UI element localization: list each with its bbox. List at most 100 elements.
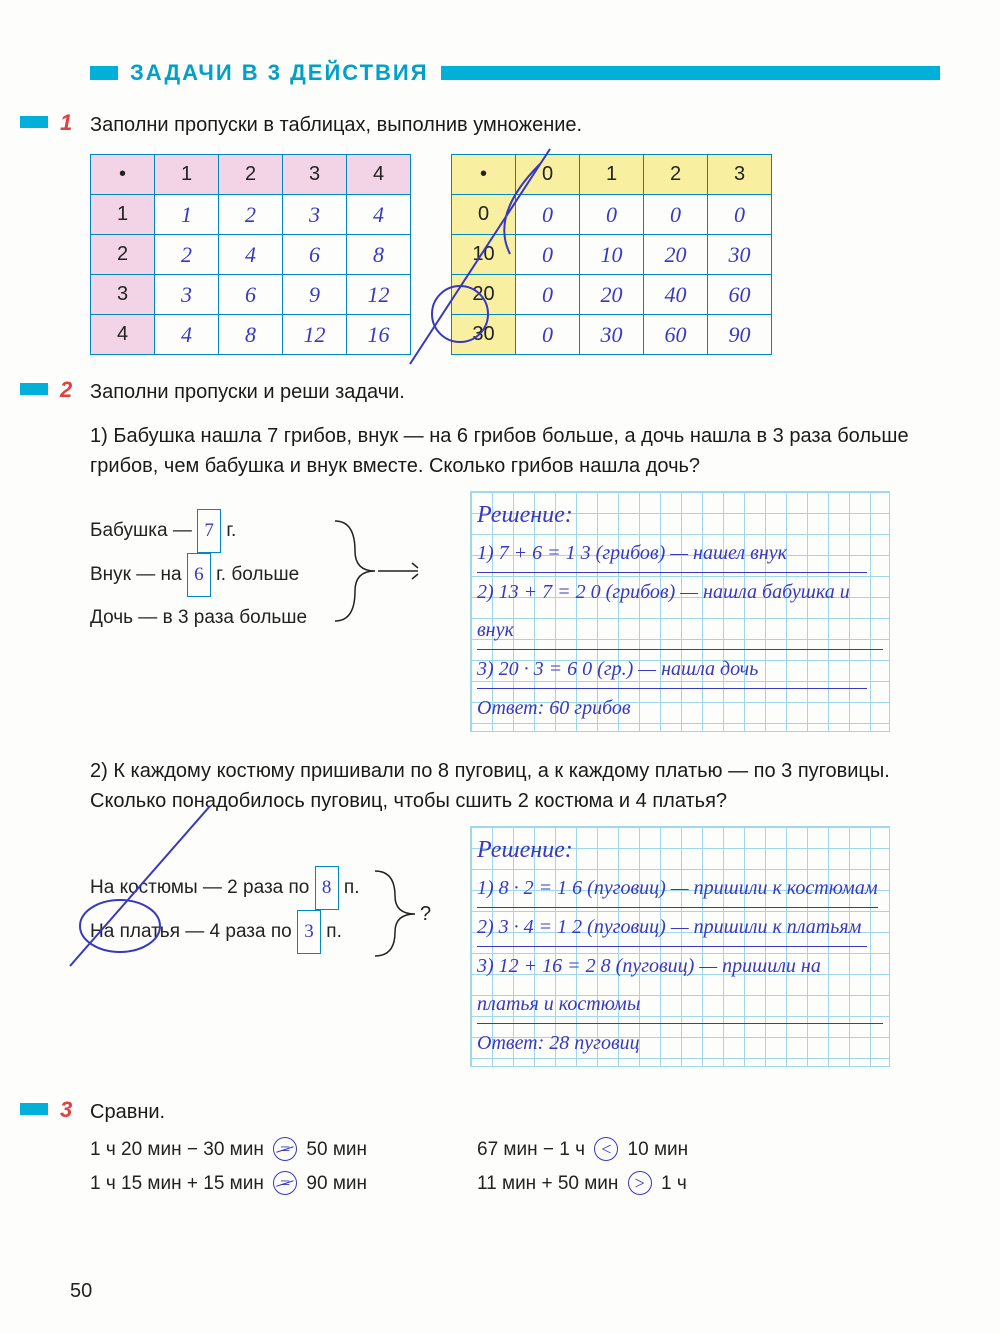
cell: • <box>452 155 516 195</box>
tables-row: • 1 2 3 4 1 1 2 3 4 2 2 4 6 8 3 3 <box>90 154 940 355</box>
task-1: 1 Заполни пропуски в таблицах, выполнив … <box>90 110 940 355</box>
cell: 9 <box>283 275 347 315</box>
cell: 8 <box>219 315 283 355</box>
label: На костюмы — 2 раза по <box>90 877 315 898</box>
question-mark: ? <box>420 903 431 925</box>
task-2: 2 Заполни пропуски и реши задачи. 1) Баб… <box>90 377 940 1067</box>
compare-sign: > <box>628 1171 652 1195</box>
task-text: Заполни пропуски и реши задачи. <box>90 377 940 407</box>
expr-left: 1 ч 20 мин − 30 мин <box>90 1139 264 1160</box>
cell: 4 <box>91 315 155 355</box>
subtask-2-1: 1) Бабушка нашла 7 грибов, внук — на 6 г… <box>90 421 940 732</box>
label: п. <box>344 877 360 898</box>
compare-row: 1 ч 20 мин − 30 мин = 50 мин <box>90 1137 367 1161</box>
multiplication-table-2: • 0 1 2 3 0 0 0 0 0 10 0 10 20 30 20 <box>451 154 772 355</box>
cell: 0 <box>516 315 580 355</box>
expr-left: 11 мин + 50 мин <box>477 1173 618 1194</box>
task-text: Заполни пропуски в таблицах, выполнив ум… <box>90 110 940 140</box>
section-title: ЗАДАЧИ В 3 ДЕЙСТВИЯ <box>130 60 429 86</box>
bracket-icon: ? <box>370 866 440 966</box>
cell: 0 <box>644 195 708 235</box>
bracket-icon <box>330 511 440 641</box>
solution-line: 3) 20 · 3 = 6 0 (гр.) — нашла дочь <box>477 650 867 689</box>
cell: 1 <box>580 155 644 195</box>
cell: 1 <box>155 155 219 195</box>
fill-box: 8 <box>315 866 339 910</box>
expr-right: 1 ч <box>661 1173 687 1194</box>
cell: 0 <box>708 195 772 235</box>
compare-block: 1 ч 20 мин − 30 мин = 50 мин 1 ч 15 мин … <box>90 1137 940 1205</box>
compare-row: 11 мин + 50 мин > 1 ч <box>477 1171 688 1195</box>
cell: 40 <box>644 275 708 315</box>
expr-right: 50 мин <box>306 1139 367 1160</box>
compare-row: 1 ч 15 мин + 15 мин = 90 мин <box>90 1171 367 1195</box>
solution-line: 1) 7 + 6 = 1 3 (грибов) — нашел внук <box>477 534 867 573</box>
cell: 2 <box>219 155 283 195</box>
label: п. <box>326 921 342 942</box>
problem-text: 1) Бабушка нашла 7 грибов, внук — на 6 г… <box>90 421 940 481</box>
header-bar-right <box>441 66 940 80</box>
cell: 30 <box>708 235 772 275</box>
cell: 1 <box>91 195 155 235</box>
solution-line: 2) 3 · 4 = 1 2 (пуговиц) — пришили к пла… <box>477 908 867 947</box>
solution-grid-2: Решение: 1) 8 · 2 = 1 6 (пуговиц) — приш… <box>470 826 890 1067</box>
cell: 90 <box>708 315 772 355</box>
cell: 8 <box>347 235 411 275</box>
task-number: 3 <box>60 1097 72 1123</box>
compare-right-col: 67 мин − 1 ч < 10 мин 11 мин + 50 мин > … <box>477 1137 688 1205</box>
cell: 6 <box>219 275 283 315</box>
cell: 10 <box>580 235 644 275</box>
compare-left-col: 1 ч 20 мин − 30 мин = 50 мин 1 ч 15 мин … <box>90 1137 367 1205</box>
solution-title: Решение: <box>477 831 883 869</box>
solution-line: 1) 8 · 2 = 1 6 (пуговиц) — пришили к кос… <box>477 869 878 908</box>
cell: 0 <box>452 195 516 235</box>
compare-sign: = <box>273 1171 297 1195</box>
expr-left: 67 мин − 1 ч <box>477 1139 585 1160</box>
cell: 0 <box>580 195 644 235</box>
cell: 4 <box>155 315 219 355</box>
solution-line: 2) 13 + 7 = 2 0 (грибов) — нашла бабушка… <box>477 573 883 650</box>
fill-box: 6 <box>187 553 211 597</box>
cell: 60 <box>708 275 772 315</box>
header-bar-left <box>90 66 118 80</box>
compare-sign: = <box>273 1137 297 1161</box>
label: Внук — на <box>90 564 187 585</box>
cell: 16 <box>347 315 411 355</box>
task-number: 2 <box>60 377 72 403</box>
cell: 2 <box>644 155 708 195</box>
cell: 10 <box>452 235 516 275</box>
cell: 1 <box>155 195 219 235</box>
cell: 2 <box>91 235 155 275</box>
cell: 4 <box>347 195 411 235</box>
section-header: ЗАДАЧИ В 3 ДЕЙСТВИЯ <box>90 60 940 86</box>
page-number: 50 <box>70 1280 92 1303</box>
cell: 60 <box>644 315 708 355</box>
compare-row: 67 мин − 1 ч < 10 мин <box>477 1137 688 1161</box>
cell: • <box>91 155 155 195</box>
cell: 12 <box>283 315 347 355</box>
task-number: 1 <box>60 110 72 136</box>
cell: 3 <box>708 155 772 195</box>
cell: 12 <box>347 275 411 315</box>
cell: 20 <box>452 275 516 315</box>
cell: 2 <box>155 235 219 275</box>
cell: 20 <box>580 275 644 315</box>
diagram-2: На костюмы — 2 раза по 8 п. На платья — … <box>90 826 450 1067</box>
cell: 20 <box>644 235 708 275</box>
cell: 30 <box>580 315 644 355</box>
cell: 4 <box>347 155 411 195</box>
cell: 0 <box>516 155 580 195</box>
compare-sign: < <box>594 1137 618 1161</box>
cell: 3 <box>91 275 155 315</box>
cell: 3 <box>283 155 347 195</box>
fill-box: 3 <box>297 910 321 954</box>
cell: 0 <box>516 275 580 315</box>
multiplication-table-1: • 1 2 3 4 1 1 2 3 4 2 2 4 6 8 3 3 <box>90 154 411 355</box>
workbook-page: ЗАДАЧИ В 3 ДЕЙСТВИЯ 1 Заполни пропуски в… <box>0 0 1000 1333</box>
problem-text: 2) К каждому костюму пришивали по 8 пуго… <box>90 756 940 816</box>
label: г. больше <box>216 564 299 585</box>
label: Бабушка — <box>90 520 197 541</box>
task-text: Сравни. <box>90 1097 940 1127</box>
cell: 3 <box>283 195 347 235</box>
solution-line: 3) 12 + 16 = 2 8 (пуговиц) — пришили на … <box>477 947 883 1024</box>
